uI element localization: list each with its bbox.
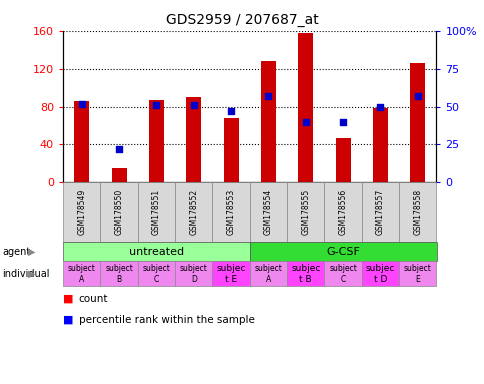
Text: subject: subject	[254, 264, 282, 273]
Text: ■: ■	[63, 315, 74, 325]
Text: t B: t B	[299, 275, 312, 284]
Text: GSM178556: GSM178556	[338, 189, 347, 235]
Text: G-CSF: G-CSF	[326, 247, 359, 257]
Text: GDS2959 / 207687_at: GDS2959 / 207687_at	[166, 13, 318, 27]
Text: subject: subject	[142, 264, 170, 273]
Bar	[186, 97, 201, 182]
Text: A: A	[79, 275, 84, 284]
Text: subjec: subjec	[365, 264, 394, 273]
Text: count: count	[78, 294, 108, 304]
Point	[264, 93, 272, 99]
Text: subject: subject	[105, 264, 133, 273]
Bar	[111, 168, 126, 182]
Text: ▶: ▶	[28, 268, 35, 279]
Text: GSM178552: GSM178552	[189, 189, 198, 235]
Bar	[149, 100, 164, 182]
Point	[115, 146, 123, 152]
Point	[152, 102, 160, 108]
Text: GSM178549: GSM178549	[77, 189, 86, 235]
Text: GSM178550: GSM178550	[114, 189, 123, 235]
Text: ■: ■	[63, 294, 74, 304]
Text: subjec: subjec	[216, 264, 245, 273]
Text: GSM178554: GSM178554	[263, 189, 272, 235]
Point	[376, 103, 383, 109]
Point	[189, 102, 197, 108]
Text: C: C	[153, 275, 159, 284]
Text: GSM178551: GSM178551	[151, 189, 161, 235]
Text: agent: agent	[2, 247, 30, 257]
Text: GSM178553: GSM178553	[226, 189, 235, 235]
Point	[77, 101, 85, 107]
Text: subject: subject	[68, 264, 95, 273]
Text: percentile rank within the sample: percentile rank within the sample	[78, 315, 254, 325]
Text: t D: t D	[373, 275, 386, 284]
Text: individual: individual	[2, 268, 50, 279]
Text: E: E	[415, 275, 419, 284]
Bar	[260, 61, 275, 182]
Text: t E: t E	[225, 275, 237, 284]
Text: D: D	[190, 275, 197, 284]
Text: ▶: ▶	[28, 247, 35, 257]
Text: B: B	[116, 275, 121, 284]
Point	[301, 119, 309, 125]
Text: subject: subject	[403, 264, 431, 273]
Text: C: C	[340, 275, 345, 284]
Text: GSM178557: GSM178557	[375, 189, 384, 235]
Bar	[298, 33, 313, 182]
Text: A: A	[265, 275, 271, 284]
Text: GSM178555: GSM178555	[301, 189, 310, 235]
Text: subjec: subjec	[290, 264, 320, 273]
Point	[338, 119, 346, 125]
Text: subject: subject	[180, 264, 207, 273]
Text: untreated: untreated	[129, 247, 183, 257]
Text: subject: subject	[329, 264, 356, 273]
Bar	[372, 108, 387, 182]
Point	[227, 108, 234, 114]
Bar	[335, 138, 350, 182]
Bar	[74, 101, 89, 182]
Point	[413, 93, 421, 99]
Bar	[409, 63, 424, 182]
Text: GSM178558: GSM178558	[412, 189, 422, 235]
Bar	[223, 118, 238, 182]
